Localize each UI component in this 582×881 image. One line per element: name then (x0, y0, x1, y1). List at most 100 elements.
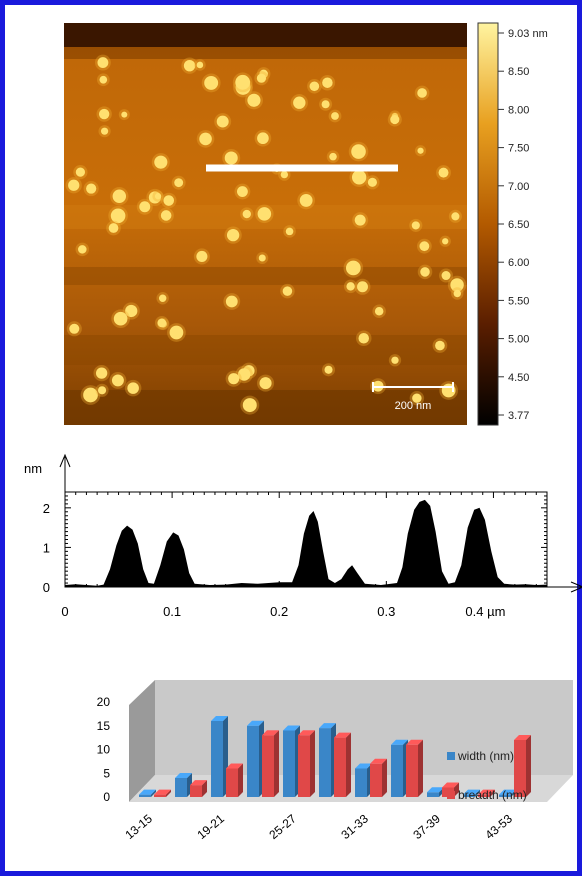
color-bar-tick-label: 4.50 (508, 372, 529, 384)
afm-particle (345, 260, 361, 276)
afm-particle (390, 115, 400, 125)
afm-terrace-bands (64, 23, 467, 425)
hist-bar-width (175, 773, 192, 797)
afm-particle (160, 210, 172, 221)
afm-particle (237, 368, 251, 381)
hist-bar-width (463, 789, 480, 797)
profile-series-area (65, 499, 547, 587)
legend-label-width: width (nm) (457, 749, 514, 763)
afm-particle (351, 144, 366, 159)
afm-particle (113, 311, 128, 326)
afm-particle (351, 170, 367, 185)
afm-particle (322, 77, 333, 88)
profile-y-axis-label: nm (24, 461, 42, 476)
afm-particle (139, 201, 151, 213)
afm-particle (110, 208, 126, 224)
afm-particle (183, 59, 196, 72)
legend-swatch-breadth (447, 791, 455, 799)
afm-particle (97, 57, 109, 69)
profile-tick-labels: 0 0.1 0.2 0.3 0.4 µm 0 1 2 (43, 501, 506, 619)
profile-y-axis-arrow (59, 453, 71, 468)
profile-x-tick-label: 0.2 (270, 604, 288, 619)
afm-particle (346, 282, 355, 291)
hist-bar-breadth (262, 730, 279, 797)
afm-particle (127, 382, 139, 394)
profile-x-tick-label: 0.1 (163, 604, 181, 619)
color-bar-tick-label: 5.00 (508, 334, 529, 346)
hist-bar-breadth (514, 735, 531, 797)
afm-particle (451, 212, 460, 221)
afm-particle (163, 195, 175, 206)
hist-x-tick-label: 31-33 (338, 811, 371, 842)
afm-particle (285, 227, 294, 236)
afm-particle (329, 152, 337, 161)
color-bar-tick-label: 3.77 (508, 410, 529, 422)
hist-bar-width (319, 723, 336, 797)
afm-particle (236, 186, 248, 197)
color-bar-tick-label: 7.50 (508, 143, 529, 155)
hist-bar-breadth (478, 789, 495, 797)
hist-bar-width (211, 716, 228, 797)
afm-particle (450, 278, 464, 292)
afm-particle (438, 167, 449, 178)
hist-bar-breadth (226, 763, 243, 797)
scale-bar-label: 200 nm (395, 400, 432, 412)
afm-particle (356, 281, 368, 293)
afm-particle (257, 207, 272, 221)
afm-particle (68, 179, 80, 191)
hist-y-tick-label: 10 (97, 743, 111, 757)
legend-swatch-width (447, 752, 455, 760)
afm-particle (112, 189, 127, 203)
afm-particle (309, 81, 320, 92)
afm-particle (216, 115, 229, 128)
afm-particle (417, 147, 424, 154)
hist-legend: width (nm) breadth (nm) (447, 749, 527, 802)
afm-particle (293, 96, 306, 109)
afm-particle (224, 151, 238, 165)
profile-x-tick-label: 0 (61, 604, 68, 619)
color-bar-tick-label: 6.00 (508, 257, 529, 269)
profile-y-tick-label: 2 (43, 501, 50, 516)
afm-particle (374, 306, 384, 316)
afm-particle (420, 267, 430, 277)
afm-particle (321, 100, 330, 109)
hist-y-tick-labels: 0 5 10 15 20 (97, 695, 111, 804)
afm-particle (412, 393, 422, 403)
profile-x-axis-arrow (570, 581, 582, 593)
afm-particle (257, 132, 269, 145)
afm-particle (256, 73, 267, 83)
hist-y-tick-label: 0 (103, 790, 110, 804)
hist-x-tick-labels: 13-15 19-21 25-27 31-33 37-39 43-53 (122, 811, 515, 842)
hist-bar-breadth (334, 732, 351, 797)
hist-bar-width (247, 720, 264, 797)
profile-y-tick-label: 0 (43, 580, 50, 595)
color-bar-tick-label: 8.50 (508, 66, 529, 78)
afm-particle (78, 245, 87, 254)
afm-particle (282, 286, 293, 296)
afm-particle (174, 178, 184, 188)
profile-y-tick-label: 1 (43, 540, 50, 555)
hist-y-tick-label: 15 (97, 719, 111, 733)
afm-particle (354, 214, 366, 226)
hist-bar-width (283, 725, 300, 797)
afm-particle (258, 254, 266, 262)
color-bar-tick-label: 6.50 (508, 219, 529, 231)
afm-particle (125, 304, 138, 318)
afm-particle (411, 221, 420, 230)
color-bar-tick-label: 8.00 (508, 104, 529, 116)
afm-particle (226, 228, 240, 242)
afm-particle (196, 61, 204, 69)
afm-particle (75, 167, 86, 177)
afm-particles (65, 54, 467, 415)
hist-x-tick-label: 43-53 (482, 811, 515, 842)
afm-particle (199, 132, 212, 146)
afm-particle (435, 340, 445, 351)
afm-particle (453, 289, 461, 298)
height-profile-chart: 0 0.1 0.2 0.3 0.4 µm 0 1 2 nm (24, 453, 582, 619)
afm-particle (95, 367, 108, 379)
color-bar-ticks: 9.03 nm 8.50 8.00 7.50 7.00 6.50 6.00 5.50 5.00 4… (498, 28, 548, 422)
hist-bar-breadth (370, 758, 387, 797)
afm-particle (324, 365, 333, 374)
